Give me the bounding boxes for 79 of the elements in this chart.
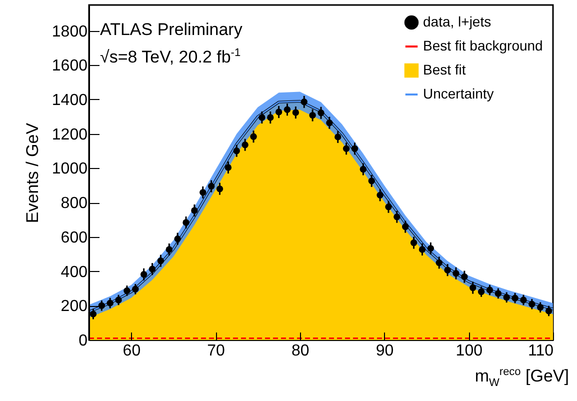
point <box>224 164 232 171</box>
point <box>452 270 460 277</box>
point <box>200 189 206 196</box>
point <box>216 185 224 192</box>
x-tick-label: 100 <box>456 342 483 360</box>
point <box>233 148 240 154</box>
point <box>470 284 476 292</box>
point <box>182 219 190 226</box>
x-tick-label: 110 <box>528 342 554 360</box>
point <box>410 239 418 246</box>
point <box>284 106 291 113</box>
y-tick-label: 400 <box>60 264 88 281</box>
point <box>402 223 409 230</box>
point <box>486 286 494 294</box>
point <box>318 110 324 116</box>
x-tick-label: 70 <box>207 342 226 360</box>
point <box>494 290 502 297</box>
point <box>140 271 148 278</box>
legend-label: Best fit <box>423 62 466 78</box>
y-tick-label: 800 <box>60 195 88 212</box>
point <box>545 308 552 314</box>
x-tick-label: 60 <box>122 342 141 360</box>
point <box>394 213 400 220</box>
point <box>191 207 198 214</box>
y-tick-label: 600 <box>60 229 88 246</box>
point <box>275 108 282 116</box>
x-axis-title: m$_{W}$$^{reco}$ [GeV] <box>474 366 569 390</box>
point <box>436 259 442 266</box>
point <box>208 182 215 190</box>
point <box>106 300 114 306</box>
point <box>267 114 274 121</box>
point <box>132 286 139 292</box>
point <box>360 166 367 173</box>
point <box>309 112 316 119</box>
point <box>528 300 536 308</box>
point <box>242 141 248 148</box>
point <box>368 178 375 184</box>
x-tick-label: 80 <box>292 342 310 360</box>
point <box>342 145 350 152</box>
point <box>300 98 308 106</box>
point <box>351 145 358 152</box>
y-tick-label: 1800 <box>52 23 88 40</box>
point <box>503 294 510 301</box>
legend-label: Uncertainty <box>423 86 494 102</box>
point <box>461 273 468 280</box>
point <box>157 257 164 264</box>
point <box>98 302 106 309</box>
point <box>326 120 333 126</box>
point <box>512 294 518 302</box>
y-axis-title: Events / GeV <box>22 122 42 224</box>
point <box>115 296 122 304</box>
point <box>478 288 485 296</box>
point <box>334 134 342 140</box>
annotation: ATLAS Preliminary <box>100 20 242 40</box>
point <box>258 114 266 121</box>
point <box>520 296 527 304</box>
y-tick-label: 1600 <box>52 58 88 75</box>
annotation: √s=8 TeV, 20.2 fb$^{-1}$ <box>100 47 241 68</box>
x-tick-label: 90 <box>376 342 394 360</box>
y-tick-label: 1200 <box>52 126 88 144</box>
y-tick-label: 200 <box>60 298 88 316</box>
y-tick-label: 1000 <box>52 160 88 178</box>
point <box>376 192 384 199</box>
point <box>250 133 257 140</box>
legend-label: Best fit background <box>423 38 543 54</box>
point <box>124 287 130 294</box>
legend-label: data, l+jets <box>423 14 492 30</box>
point <box>444 266 451 274</box>
point <box>427 245 434 252</box>
point <box>90 310 97 318</box>
point <box>148 266 156 272</box>
point <box>418 246 426 253</box>
point <box>174 235 181 242</box>
point <box>385 204 392 210</box>
point <box>536 304 544 311</box>
point <box>166 246 172 253</box>
point <box>292 109 300 116</box>
y-tick-label: 1400 <box>52 92 88 109</box>
y-tick-label: 0 <box>78 332 88 350</box>
